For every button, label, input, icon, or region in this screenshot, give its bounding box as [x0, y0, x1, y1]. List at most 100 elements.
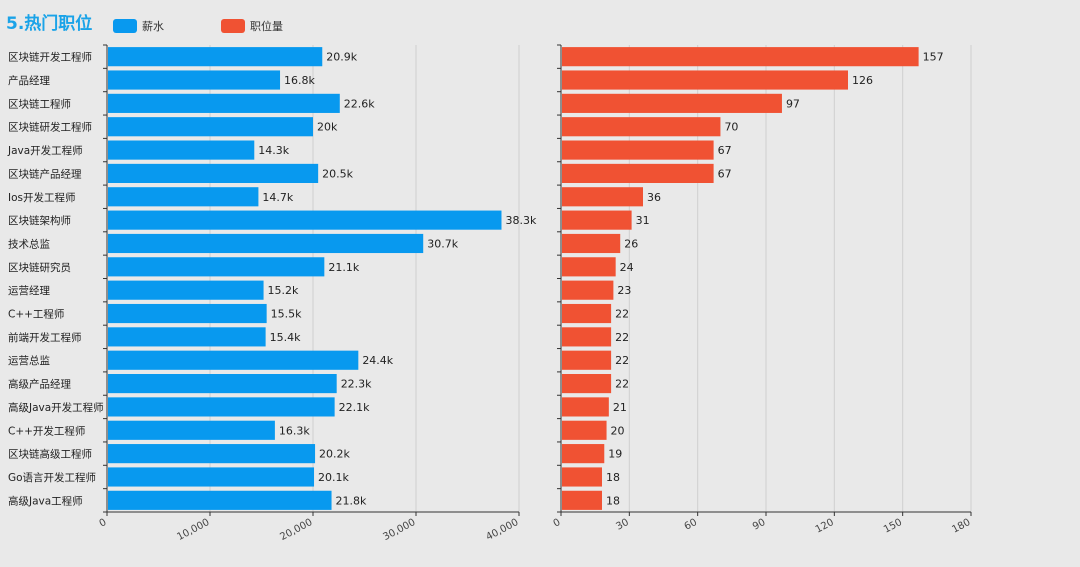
- bar-count-16: [562, 420, 607, 440]
- bar-value-label-count-3: 70: [724, 121, 738, 134]
- bar-value-label-count-19: 18: [606, 494, 620, 507]
- x-tick-label-1-2: 60: [683, 517, 699, 533]
- category-label-1: 产品经理: [8, 74, 50, 87]
- bar-salary-15: [108, 397, 335, 417]
- bar-salary-7: [108, 210, 502, 230]
- bar-salary-3: [108, 117, 313, 137]
- bar-count-11: [562, 303, 612, 324]
- bar-salary-1: [108, 70, 281, 90]
- bar-count-17: [562, 444, 605, 464]
- bar-value-label-salary-9: 21.1k: [328, 261, 359, 274]
- bar-salary-6: [108, 187, 259, 207]
- bar-salary-0: [108, 47, 323, 67]
- bar-value-label-salary-3: 20k: [317, 121, 338, 134]
- bar-value-label-salary-15: 22.1k: [339, 401, 370, 414]
- bar-value-label-salary-2: 22.6k: [344, 97, 375, 110]
- category-label-7: 区块链架构师: [8, 214, 71, 227]
- bar-count-2: [562, 93, 782, 113]
- bar-salary-5: [108, 163, 319, 183]
- bar-value-label-salary-16: 16.3k: [279, 424, 310, 437]
- bar-value-label-salary-13: 24.4k: [362, 354, 393, 367]
- category-label-8: 技术总监: [8, 237, 50, 250]
- bar-value-label-count-14: 22: [615, 378, 629, 391]
- category-label-12: 前端开发工程师: [8, 331, 82, 344]
- bar-count-18: [562, 467, 602, 487]
- bar-value-label-salary-5: 20.5k: [322, 167, 353, 180]
- bar-value-label-count-17: 19: [608, 448, 622, 461]
- bar-value-label-count-11: 22: [615, 308, 629, 321]
- bar-value-label-salary-10: 15.2k: [268, 284, 299, 297]
- category-label-19: 高级Java工程师: [8, 494, 83, 507]
- bar-value-label-salary-19: 21.8k: [336, 494, 367, 507]
- bar-count-1: [562, 70, 848, 90]
- bar-value-label-count-12: 22: [615, 331, 629, 344]
- category-label-4: Java开发工程师: [7, 144, 83, 157]
- category-label-6: Ios开发工程师: [8, 191, 76, 204]
- bar-count-10: [562, 280, 614, 300]
- x-tick-label-0-0: 0: [98, 517, 109, 530]
- bar-value-label-salary-17: 20.2k: [319, 448, 350, 461]
- bar-count-7: [562, 210, 632, 230]
- category-label-2: 区块链工程师: [8, 97, 71, 110]
- legend-item-salary[interactable]: 薪水: [113, 19, 164, 33]
- bar-value-label-count-5: 67: [718, 167, 732, 180]
- category-label-10: 运营经理: [8, 284, 50, 297]
- chart-title: 5.热门职位: [6, 14, 93, 34]
- category-label-9: 区块链研究员: [8, 261, 71, 274]
- category-label-13: 运营总监: [8, 354, 50, 367]
- bar-count-5: [562, 163, 714, 183]
- category-label-17: 区块链高级工程师: [8, 448, 92, 461]
- x-tick-label-1-6: 180: [950, 517, 972, 536]
- bar-salary-14: [108, 374, 337, 394]
- bar-value-label-count-6: 36: [647, 191, 661, 204]
- bar-value-label-count-1: 126: [852, 74, 873, 87]
- x-tick-label-0-1: 10,000: [175, 517, 211, 543]
- bar-value-label-salary-4: 14.3k: [258, 144, 289, 157]
- bar-count-13: [562, 350, 612, 370]
- bar-value-label-count-18: 18: [606, 471, 620, 484]
- bar-salary-13: [108, 350, 359, 370]
- bar-count-0: [562, 47, 919, 67]
- legend-item-count[interactable]: 职位量: [221, 19, 283, 33]
- bar-salary-9: [108, 257, 325, 277]
- bar-salary-10: [108, 280, 264, 300]
- bar-value-label-salary-7: 38.3k: [505, 214, 536, 227]
- bar-salary-11: [108, 303, 267, 324]
- category-label-3: 区块链研发工程师: [8, 121, 92, 134]
- x-tick-label-1-1: 30: [614, 517, 630, 533]
- bar-value-label-salary-1: 16.8k: [284, 74, 315, 87]
- bar-value-label-count-16: 20: [611, 424, 625, 437]
- bar-count-4: [562, 140, 714, 160]
- bar-value-label-count-7: 31: [636, 214, 650, 227]
- bar-salary-12: [108, 327, 266, 347]
- x-tick-label-1-5: 150: [882, 517, 904, 536]
- category-label-18: Go语言开发工程师: [8, 471, 96, 484]
- bar-count-12: [562, 327, 612, 347]
- bar-value-label-count-4: 67: [718, 144, 732, 157]
- bar-value-label-salary-8: 30.7k: [427, 237, 458, 250]
- x-tick-label-0-2: 20,000: [278, 517, 314, 543]
- category-label-15: 高级Java开发工程师: [8, 401, 104, 414]
- category-label-0: 区块链开发工程师: [8, 51, 92, 64]
- bar-salary-19: [108, 490, 332, 510]
- bar-value-label-count-10: 23: [617, 284, 631, 297]
- bar-salary-4: [108, 140, 255, 160]
- bar-count-6: [562, 187, 643, 207]
- category-label-14: 高级产品经理: [8, 378, 71, 391]
- bar-salary-17: [108, 444, 316, 464]
- bar-count-8: [562, 233, 621, 254]
- bar-count-9: [562, 257, 616, 277]
- bar-count-15: [562, 397, 609, 417]
- legend-swatch-count: [221, 19, 245, 33]
- bar-value-label-count-13: 22: [615, 354, 629, 367]
- bar-salary-8: [108, 233, 424, 254]
- category-label-5: 区块链产品经理: [8, 167, 82, 180]
- category-label-16: C++开发工程师: [8, 424, 85, 437]
- legend-label-salary: 薪水: [142, 20, 164, 33]
- bar-value-label-salary-18: 20.1k: [318, 471, 349, 484]
- bar-salary-2: [108, 93, 340, 113]
- bar-salary-18: [108, 467, 315, 487]
- x-tick-label-1-4: 120: [814, 517, 836, 536]
